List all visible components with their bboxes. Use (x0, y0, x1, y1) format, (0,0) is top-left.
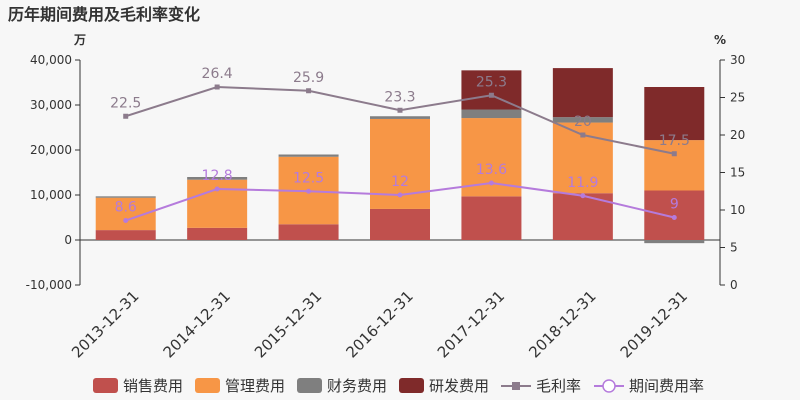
line-point-label: 25.9 (293, 70, 324, 86)
x-tick-label: 2014-12-31 (160, 287, 234, 361)
bar-segment (370, 116, 430, 119)
legend-label: 管理费用 (225, 377, 285, 395)
line-point-marker (306, 88, 312, 94)
line-point-label: 12.5 (293, 170, 324, 186)
x-tick-label: 2015-12-31 (251, 287, 325, 361)
line-point-label: 17.5 (659, 133, 690, 149)
legend-swatch (195, 378, 220, 393)
left-tick-label: 30,000 (30, 98, 72, 112)
line-point-marker (580, 132, 586, 138)
line-point-marker (214, 186, 220, 192)
bar-segment (644, 240, 705, 244)
bar-segment (370, 208, 430, 240)
legend-marker (512, 382, 520, 390)
line-point-label: 12 (391, 174, 409, 190)
legend-marker (602, 379, 616, 393)
line-point-label: 26.4 (202, 66, 233, 82)
bar-segment (461, 196, 522, 240)
bar-segment (278, 154, 339, 157)
line-point-marker (488, 92, 494, 98)
right-tick-label: 0 (730, 278, 738, 292)
x-tick-label: 2019-12-31 (617, 287, 691, 361)
line-point-label: 9 (670, 197, 679, 213)
line-point-label: 22.5 (110, 95, 141, 111)
bar-segment (552, 117, 613, 123)
legend-label: 财务费用 (327, 377, 387, 395)
line-point-marker (123, 218, 129, 223)
left-tick-label: 40,000 (30, 53, 72, 67)
legend-swatch (297, 378, 322, 393)
line-point-marker (580, 193, 586, 199)
right-axis-unit: % (714, 33, 726, 47)
legend-swatch (93, 378, 118, 393)
left-tick-label: 20,000 (30, 143, 72, 157)
line-point-label: 25.3 (476, 74, 507, 90)
line-point-marker (214, 84, 220, 90)
line-point-marker (397, 192, 403, 198)
right-tick-label: 5 (730, 241, 738, 255)
left-tick-label: 0 (64, 233, 72, 247)
line-point-label: 11.9 (567, 175, 598, 191)
right-tick-label: 10 (730, 203, 745, 217)
bar-segment (644, 87, 705, 141)
legend-swatch (399, 378, 424, 393)
line-point-label: 23.3 (384, 89, 415, 105)
line-point-label: 12.8 (202, 168, 233, 184)
bar-segment (187, 177, 248, 180)
x-tick-label: 2017-12-31 (434, 287, 508, 361)
right-tick-label: 20 (730, 128, 745, 142)
bar-segment (95, 230, 156, 240)
bar-segment (95, 196, 156, 198)
left-tick-label: -10,000 (26, 278, 72, 292)
bar-segment (278, 224, 339, 240)
legend-label: 研发费用 (429, 377, 489, 395)
line-point-marker (671, 151, 677, 157)
x-tick-label: 2013-12-31 (68, 287, 142, 361)
left-tick-label: 10,000 (30, 188, 72, 202)
chart-title: 历年期间费用及毛利率变化 (8, 5, 200, 24)
line-point-marker (123, 113, 129, 119)
right-tick-label: 15 (730, 166, 745, 180)
legend-label: 期间费用率 (629, 377, 704, 395)
right-tick-label: 30 (730, 53, 745, 67)
bar-segment (187, 227, 248, 240)
line-point-label: 8.6 (115, 200, 137, 216)
line-point-label: 20 (574, 114, 592, 130)
x-tick-label: 2018-12-31 (525, 287, 599, 361)
line-point-marker (397, 107, 403, 113)
x-tick-label: 2016-12-31 (342, 287, 416, 361)
legend-label: 销售费用 (123, 377, 183, 395)
line-point-marker (488, 180, 494, 186)
right-tick-label: 25 (730, 91, 745, 105)
legend-label: 毛利率 (536, 377, 581, 395)
left-axis-unit: 万 (73, 33, 86, 47)
line-point-label: 13.6 (476, 162, 507, 178)
bar-segment (461, 109, 522, 119)
bar-segment (644, 140, 705, 191)
line-point-marker (306, 188, 312, 194)
line-point-marker (671, 215, 677, 220)
bar-segment (552, 68, 613, 118)
